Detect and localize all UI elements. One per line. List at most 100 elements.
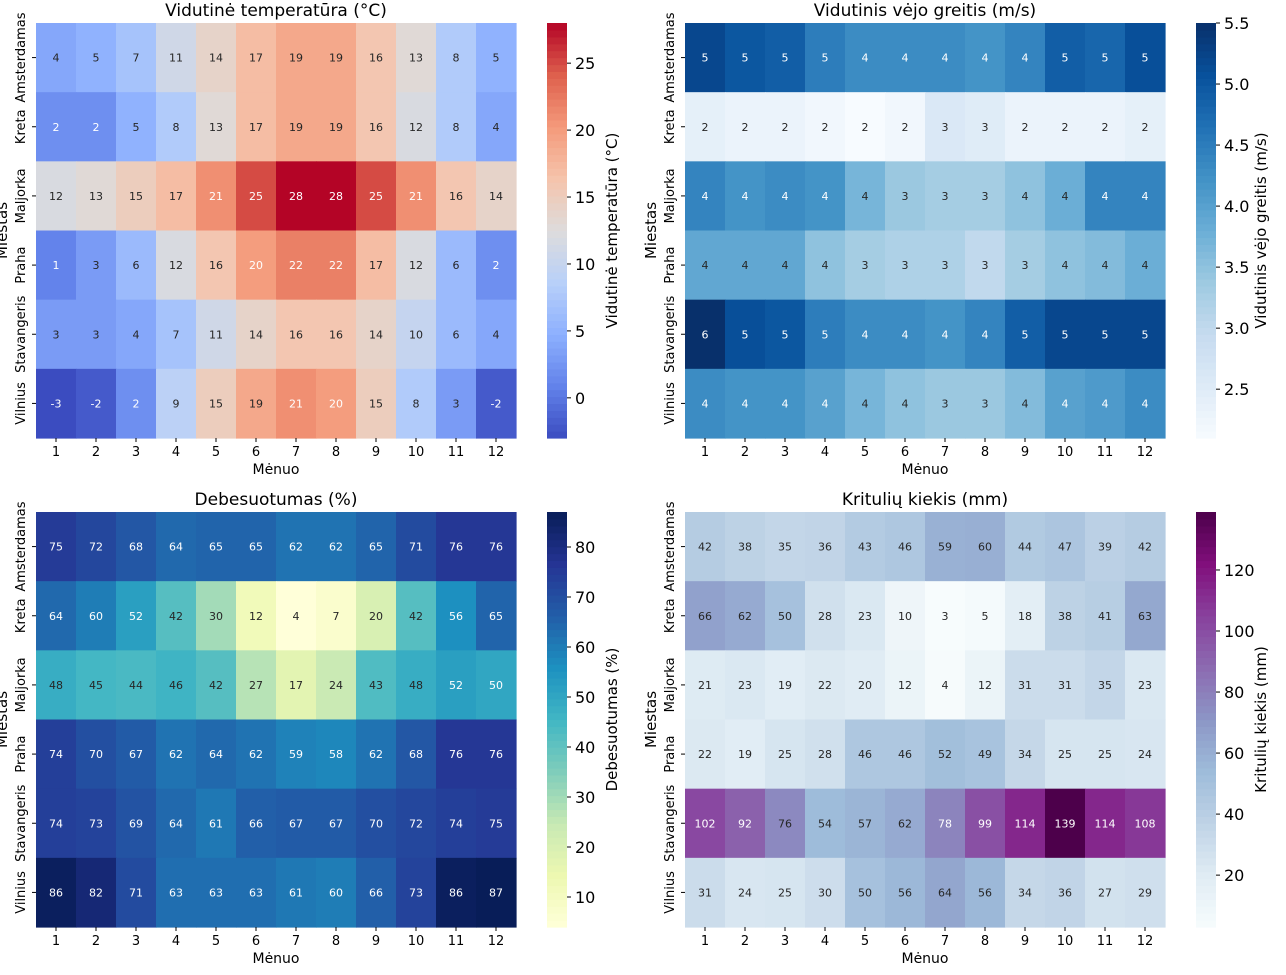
y-tick-label: Kreta [14, 598, 29, 633]
colorbar-segment [547, 823, 567, 831]
colorbar-segment [547, 251, 567, 259]
heatmap-cell [845, 719, 886, 790]
colorbar-segment [547, 636, 567, 645]
heatmap-cell [685, 581, 726, 651]
cell-value-label: 5 [982, 610, 989, 623]
colorbar-segment [547, 899, 567, 907]
colorbar-segment [1196, 767, 1216, 776]
cell-value-label: 4 [1142, 259, 1149, 272]
colorbar-segment [1196, 823, 1216, 831]
cell-value-label: 62 [898, 817, 912, 830]
heatmap-cell [36, 368, 77, 439]
cell-value-label: 64 [169, 541, 183, 554]
colorbar-tick-label: 10 [575, 888, 595, 907]
colorbar-segment [547, 678, 567, 686]
colorbar-segment [1196, 567, 1216, 575]
cell-value-label: 38 [738, 541, 752, 554]
colorbar-segment [1196, 892, 1216, 900]
cell-value-label: 4 [782, 259, 789, 272]
x-tick-label: 9 [372, 445, 380, 460]
colorbar-segment [547, 781, 567, 790]
colorbar-segment [547, 237, 567, 245]
heatmap-cell [436, 788, 477, 859]
cell-value-label: 72 [89, 541, 103, 554]
x-tick-label: 5 [212, 445, 220, 460]
cell-value-label: 114 [1015, 817, 1036, 830]
cell-value-label: 23 [738, 679, 752, 692]
cell-value-label: 10 [409, 328, 423, 341]
heatmap-cell [845, 581, 886, 651]
cell-value-label: 4 [742, 190, 749, 203]
cell-value-label: 3 [942, 190, 949, 203]
cell-value-label: 50 [489, 679, 503, 692]
heatmap-cell [116, 581, 157, 651]
heatmap-cell [805, 650, 846, 721]
cell-value-label: 75 [489, 817, 503, 830]
cell-value-label: 19 [738, 748, 752, 761]
y-tick-label: Stavangeris [663, 295, 678, 372]
cell-value-label: 86 [449, 886, 463, 899]
heatmap-cell [196, 299, 237, 370]
cell-value-label: 4 [902, 397, 909, 410]
cell-value-label: 13 [409, 52, 423, 65]
colorbar-segment [547, 78, 567, 86]
cell-value-label: 28 [329, 190, 343, 203]
heatmap-cell [685, 299, 726, 370]
cell-value-label: 2 [742, 121, 749, 134]
cell-value-label: 74 [449, 817, 463, 830]
colorbar-segment [547, 595, 567, 603]
cell-value-label: 86 [49, 886, 63, 899]
colorbar-segment [1196, 29, 1216, 38]
x-tick-label: 9 [1021, 445, 1029, 460]
colorbar-segment [547, 140, 567, 149]
cell-value-label: 92 [738, 817, 752, 830]
cell-value-label: 4 [902, 52, 909, 65]
colorbar-segment [1196, 795, 1216, 804]
cell-value-label: 34 [1018, 748, 1032, 761]
colorbar-segment [547, 553, 567, 562]
heatmap-cell [1045, 23, 1086, 93]
heatmap-cell [725, 512, 766, 582]
cell-value-label: 12 [978, 679, 992, 692]
y-tick-label: Stavangeris [14, 784, 29, 861]
heatmap-cell [885, 299, 926, 370]
colorbar-segment [1196, 615, 1216, 624]
colorbar-segment [547, 154, 567, 162]
cell-value-label: 19 [289, 121, 303, 134]
cell-value-label: 4 [1062, 190, 1069, 203]
y-tick-label: Stavangeris [663, 784, 678, 861]
cell-value-label: 76 [778, 817, 792, 830]
cell-value-label: 5 [1022, 328, 1029, 341]
x-tick-label: 12 [1137, 934, 1154, 949]
heatmap-cell [196, 92, 237, 162]
heatmap-cell [276, 92, 317, 162]
cell-value-label: 2 [822, 121, 829, 134]
cell-value-label: 2 [782, 121, 789, 134]
cell-value-label: 16 [209, 259, 223, 272]
cell-value-label: 3 [982, 121, 989, 134]
cell-value-label: 6 [453, 259, 460, 272]
colorbar-segment [547, 878, 567, 887]
cell-value-label: 2 [1022, 121, 1029, 134]
cell-value-label: 62 [738, 610, 752, 623]
cell-value-label: 4 [942, 328, 949, 341]
heatmap-cell [765, 857, 806, 928]
y-tick-label: Vilnius [663, 871, 678, 914]
heatmap-cell [925, 857, 966, 928]
x-axis-label: Mėnuo [252, 951, 299, 967]
cell-value-label: 82 [89, 886, 103, 899]
cell-value-label: 16 [369, 121, 383, 134]
heatmap-cell [236, 230, 277, 301]
cell-value-label: 21 [698, 679, 712, 692]
colorbar-segment [1196, 581, 1216, 589]
colorbar-segment [1196, 678, 1216, 686]
heatmap-cell [276, 299, 317, 370]
heatmap-cell [76, 719, 117, 790]
heatmap-cell [1085, 161, 1126, 232]
heatmap-cell [396, 512, 437, 582]
heatmap-cell [1045, 368, 1086, 439]
x-tick-label: 5 [212, 934, 220, 949]
heatmap-cell [356, 23, 397, 93]
colorbar-segment [547, 182, 567, 190]
cell-value-label: 5 [742, 328, 749, 341]
